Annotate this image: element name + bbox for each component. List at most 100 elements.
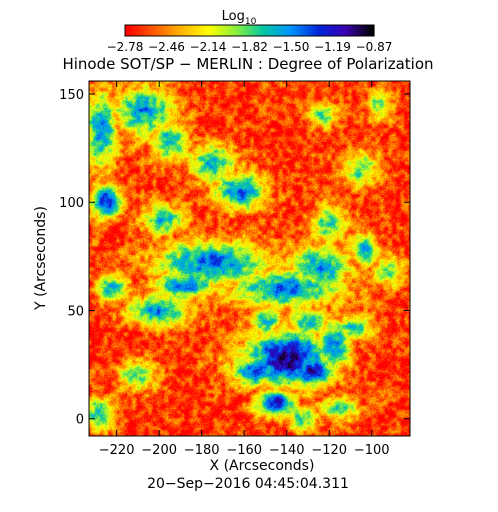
colorbar-segment [249,25,254,36]
colorbar-segment [311,25,316,36]
colorbar-segment [268,25,272,36]
timestamp: 20−Sep−2016 04:45:04.311 [147,476,349,492]
colorbar-segment [336,25,341,36]
y-tick-label: 50 [67,304,84,319]
x-tick-label: −120 [311,443,347,458]
colorbar-segment [181,25,185,36]
colorbar-segment [218,25,223,36]
colorbar-tick-labels: −2.78 −2.46 −2.14 −1.82 −1.50 −1.19 −0.87 [107,40,393,54]
x-tick-label: −200 [141,443,177,458]
colorbar-segment [243,25,247,36]
colorbar-segment [308,25,313,36]
y-tick-label: 0 [76,413,84,428]
x-axis-label: X (Arcseconds) [210,458,315,474]
colorbar-segment [221,25,226,36]
colorbar-segment [352,25,356,36]
colorbar-segment [286,25,291,36]
colorbar-segment [361,25,366,36]
colorbar-segment [364,25,369,36]
colorbar-segment [327,25,332,36]
colorbar-segment [149,25,154,36]
colorbar-segment [215,25,219,36]
colorbar-segment [255,25,260,36]
colorbar-label: Log10 [222,9,257,27]
colorbar-segment [209,25,213,36]
colorbar-segment [212,25,216,36]
colorbar-segment [252,25,257,36]
colorbar: Log10 −2.78 −2.46 −2.14 −1.82 −1.50 −1.19 −0.8… [107,9,393,54]
colorbar-tick-label: −1.19 [314,40,351,54]
x-tick-label: −140 [269,443,305,458]
x-tick-label: −220 [99,443,135,458]
colorbar-segment [187,25,191,36]
colorbar-segment [128,25,132,36]
colorbar-label-subscript: 10 [245,17,257,27]
colorbar-segment [177,25,182,36]
plot-frame [88,80,411,437]
colorbar-segment [345,25,350,36]
colorbar-segment [230,25,235,36]
colorbar-tick-label: −2.78 [107,40,144,54]
colorbar-segment [314,25,319,36]
colorbar-segment [324,25,328,36]
colorbar-segment [202,25,207,36]
colorbar-segment [317,25,322,36]
colorbar-segment [321,25,325,36]
colorbar-segment [190,25,195,36]
colorbar-tick-label: −0.87 [356,40,393,54]
chart-title: Hinode SOT/SP − MERLIN : Degree of Polar… [62,55,433,73]
colorbar-segment [367,25,372,36]
colorbar-segment [237,25,241,36]
colorbar-segment [258,25,263,36]
colorbar-segment [342,25,347,36]
colorbar-segment [280,25,285,36]
colorbar-segment [165,25,170,36]
colorbar-segment [271,25,275,36]
colorbar-segment [283,25,288,36]
colorbar-segment [274,25,279,36]
x-axis-ticks: −220 −200 −180 −160 −140 −120 −100 [99,81,390,458]
colorbar-segment [156,25,160,36]
colorbar-tick-label: −1.50 [273,40,310,54]
colorbar-segment [233,25,238,36]
colorbar-segment [146,25,151,36]
colorbar-segment [125,25,129,36]
colorbar-segment [358,25,363,36]
colorbar-segment [302,25,307,36]
colorbar-segment [140,25,145,36]
y-tick-label: 100 [59,196,84,211]
colorbar-segment [168,25,173,36]
x-tick-label: −160 [226,443,262,458]
colorbar-segment [240,25,244,36]
colorbar-segment [355,25,360,36]
colorbar-segment [184,25,188,36]
y-tick-label: 150 [59,88,84,103]
colorbar-segment [134,25,139,36]
y-axis-ticks: 0 50 100 150 [59,88,410,428]
colorbar-segment [196,25,201,36]
colorbar-segment [296,25,300,36]
colorbar-segment [143,25,148,36]
y-axis-label: Y (Arcseconds) [33,206,49,311]
heatmap-image [89,81,410,436]
colorbar-segment [153,25,157,36]
colorbar-segment [162,25,167,36]
colorbar-segment [171,25,176,36]
colorbar-segment [246,25,251,36]
colorbar-segment [159,25,163,36]
plot-area: −220 −200 −180 −160 −140 −120 −100 0 50 100 150 [59,80,411,458]
colorbar-segment [193,25,198,36]
colorbar-segment [330,25,335,36]
colorbar-segment [349,25,353,36]
colorbar-segment [333,25,338,36]
colorbar-segment [289,25,294,36]
colorbar-segment [277,25,282,36]
colorbar-segment [293,25,297,36]
x-tick-label: −100 [354,443,390,458]
colorbar-segment [137,25,142,36]
colorbar-segment [199,25,204,36]
colorbar-segment [224,25,229,36]
colorbar-tick-label: −2.46 [148,40,185,54]
colorbar-segment [205,25,210,36]
